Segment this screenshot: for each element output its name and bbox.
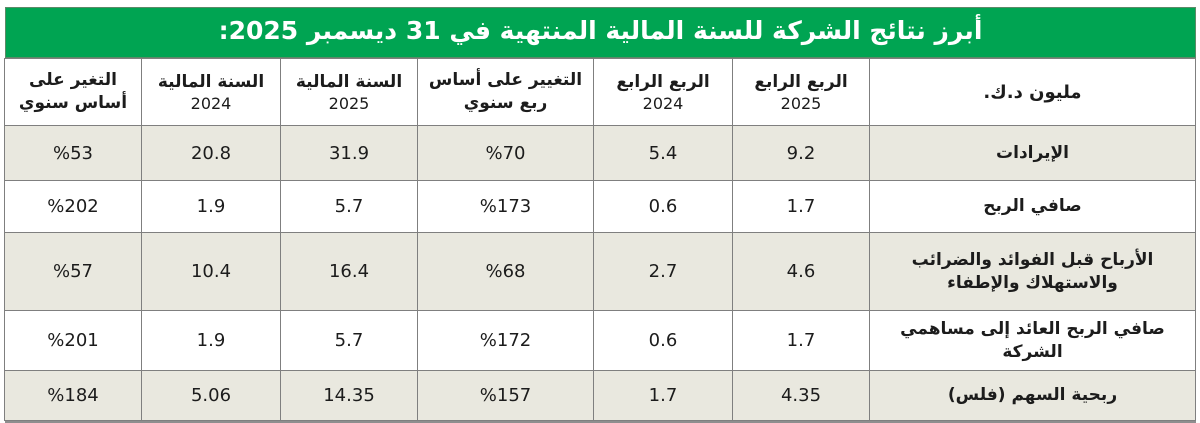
row-label: الإيرادات: [869, 125, 1196, 181]
value-cell: %184: [4, 370, 142, 421]
value-cell: 31.9: [280, 125, 418, 181]
header-fy-2025-label: السنة المالية: [295, 71, 403, 92]
results-table: مليون د.ك. الربع الرابع 2025 الربع الراب…: [4, 58, 1196, 421]
value-cell: %157: [417, 370, 594, 421]
table-row-eps: ربحية السهم (فلس) 4.35 1.7 %157 14.35 5.…: [4, 370, 1196, 421]
table-row-revenues: الإيرادات 9.2 5.4 %70 31.9 20.8 %53: [4, 125, 1196, 181]
page-title: أبرز نتائج الشركة للسنة المالية المنتهية…: [218, 16, 983, 45]
table-row-net-profit-shareholders: صافي الربح العائد إلى مساهمي الشركة 1.7 …: [4, 310, 1196, 371]
value-cell: 16.4: [280, 232, 418, 311]
row-label: ربحية السهم (فلس): [869, 370, 1196, 421]
header-fy-2024: السنة المالية 2024: [141, 58, 281, 126]
value-cell: 1.7: [593, 370, 733, 421]
header-q4-2025: الربع الرابع 2025: [732, 58, 870, 126]
value-cell: 1.7: [732, 180, 870, 233]
value-cell: %68: [417, 232, 594, 311]
header-q4-2025-label: الربع الرابع: [754, 71, 848, 92]
value-cell: 1.7: [732, 310, 870, 371]
value-cell: 5.4: [593, 125, 733, 181]
value-cell: %201: [4, 310, 142, 371]
table-row-net-profit: صافي الربح 1.7 0.6 %173 5.7 1.9 %202: [4, 180, 1196, 233]
value-cell: %57: [4, 232, 142, 311]
value-cell: 0.6: [593, 310, 733, 371]
value-cell: 5.7: [280, 180, 418, 233]
header-q4-2025-year: 2025: [780, 93, 822, 113]
value-cell: %173: [417, 180, 594, 233]
header-yoy-change: التغير على أساس سنوي: [4, 58, 142, 126]
value-cell: 5.7: [280, 310, 418, 371]
header-qoq-change-line1: التغيير على أساس: [428, 70, 583, 91]
value-cell: 5.06: [141, 370, 281, 421]
header-yoy-change-line2: أساس سنوي: [18, 93, 128, 113]
value-cell: 1.9: [141, 180, 281, 233]
row-label: الأرباح قبل الفوائد والضرائب والاستهلاك …: [869, 232, 1196, 311]
header-fy-2025-year: 2025: [328, 93, 370, 113]
value-cell: 20.8: [141, 125, 281, 181]
header-q4-2024-year: 2024: [642, 93, 684, 113]
value-cell: 10.4: [141, 232, 281, 311]
value-cell: %53: [4, 125, 142, 181]
value-cell: 2.7: [593, 232, 733, 311]
value-cell: 14.35: [280, 370, 418, 421]
value-cell: %202: [4, 180, 142, 233]
row-label: صافي الربح العائد إلى مساهمي الشركة: [869, 310, 1196, 371]
header-q4-2024-label: الربع الرابع: [616, 71, 710, 92]
value-cell: 0.6: [593, 180, 733, 233]
value-cell: 1.9: [141, 310, 281, 371]
header-fy-2024-label: السنة المالية: [157, 71, 265, 92]
value-cell: 4.6: [732, 232, 870, 311]
unit-header-cell: مليون د.ك.: [869, 58, 1196, 126]
header-row: مليون د.ك. الربع الرابع 2025 الربع الراب…: [4, 58, 1196, 126]
header-qoq-change-line2: ربع سنوي: [463, 93, 548, 113]
value-cell: 9.2: [732, 125, 870, 181]
header-qoq-change: التغيير على أساس ربع سنوي: [417, 58, 594, 126]
header-fy-2024-year: 2024: [190, 93, 232, 113]
header-q4-2024: الربع الرابع 2024: [593, 58, 733, 126]
value-cell: %70: [417, 125, 594, 181]
value-cell: %172: [417, 310, 594, 371]
header-yoy-change-line1: التغير على: [29, 70, 117, 91]
value-cell: 4.35: [732, 370, 870, 421]
table-row-ebitda: الأرباح قبل الفوائد والضرائب والاستهلاك …: [4, 232, 1196, 311]
row-label: صافي الربح: [869, 180, 1196, 233]
title-bar: أبرز نتائج الشركة للسنة المالية المنتهية…: [5, 7, 1196, 58]
bottom-rule: [5, 421, 1196, 423]
header-fy-2025: السنة المالية 2025: [280, 58, 418, 126]
